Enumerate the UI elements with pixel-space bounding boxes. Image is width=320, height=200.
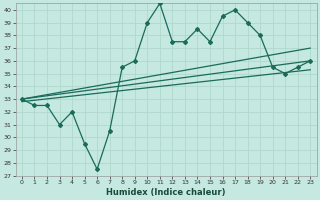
- X-axis label: Humidex (Indice chaleur): Humidex (Indice chaleur): [106, 188, 226, 197]
